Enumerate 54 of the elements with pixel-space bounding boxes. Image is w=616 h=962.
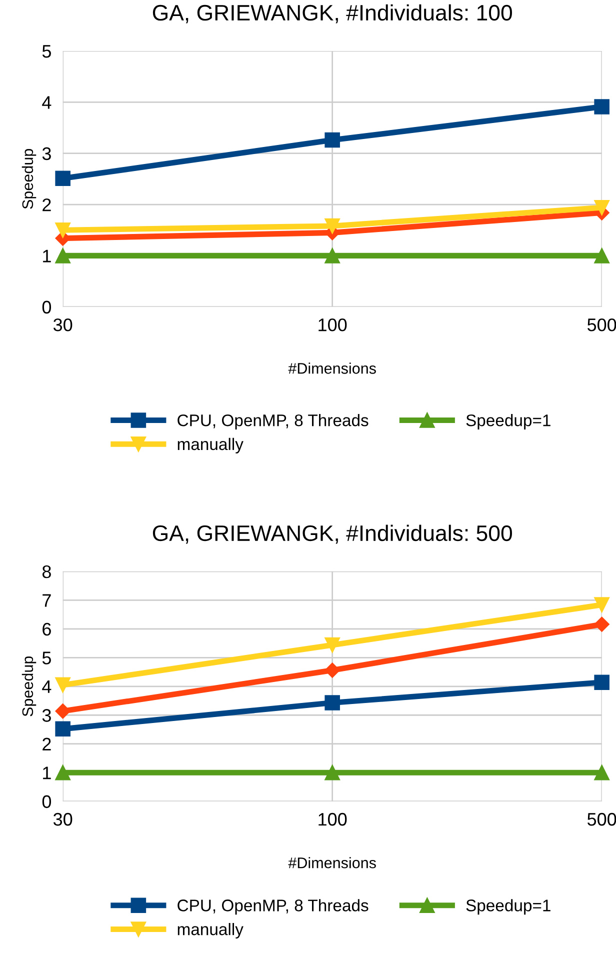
- y-axis-title: Speedup: [22, 656, 36, 716]
- point: [594, 597, 610, 612]
- point: [55, 764, 70, 780]
- point: [594, 674, 610, 690]
- legend-label: manually: [178, 438, 244, 454]
- y-tick-label: 4: [42, 96, 52, 109]
- y-tick-label: 5: [42, 652, 51, 664]
- y-tick-label: 5: [42, 45, 51, 58]
- point: [594, 248, 610, 264]
- x-axis-title: #Dimensions: [288, 362, 376, 374]
- point: [594, 616, 610, 632]
- x-axis-title: #Dimensions: [288, 857, 376, 868]
- point: [55, 248, 70, 264]
- y-axis-title: Speedup: [22, 148, 36, 209]
- x-tick-label: 30: [53, 318, 72, 332]
- point: [324, 637, 340, 653]
- x-tick-label: 500: [587, 812, 616, 826]
- legend-label: Speedup=1: [466, 899, 550, 915]
- y-tick-label: 2: [42, 198, 51, 212]
- point: [324, 695, 340, 710]
- x-tick-label: 100: [318, 318, 347, 332]
- y-tick-label: 8: [42, 565, 51, 578]
- legend-label: Speedup=1: [466, 414, 550, 430]
- point: [594, 764, 610, 780]
- y-tick-label: 7: [42, 594, 51, 607]
- y-tick-label: 1: [43, 250, 51, 262]
- y-tick-label: 4: [42, 680, 52, 693]
- point: [324, 132, 340, 148]
- y-tick-label: 3: [42, 147, 51, 160]
- point: [594, 99, 610, 114]
- legend-label: CPU, OpenMP, 8 Threads: [178, 899, 368, 915]
- point: [324, 218, 340, 234]
- point: [55, 222, 70, 238]
- y-tick-label: 1: [43, 766, 51, 780]
- y-tick-label: 3: [42, 709, 51, 722]
- point: [324, 764, 340, 780]
- chart-title: GA, GRIEWANGK, #Individuals: 100: [152, 4, 512, 24]
- point: [324, 662, 340, 678]
- y-tick-label: 6: [42, 622, 51, 636]
- x-tick-label: 500: [587, 318, 616, 332]
- point: [55, 170, 70, 186]
- x-tick-label: 30: [53, 812, 72, 826]
- point: [324, 248, 340, 264]
- point: [55, 704, 70, 719]
- legend-label: CPU, OpenMP, 8 Threads: [178, 414, 368, 430]
- point: [55, 677, 70, 693]
- chart-title: GA, GRIEWANGK, #Individuals: 500: [152, 524, 512, 544]
- point: [594, 200, 610, 216]
- y-tick-label: 2: [42, 738, 51, 750]
- legend-label: manually: [178, 922, 244, 939]
- y-tick-label: 0: [42, 795, 52, 808]
- point: [55, 721, 70, 737]
- y-tick-label: 0: [42, 300, 52, 314]
- x-tick-label: 100: [318, 812, 347, 826]
